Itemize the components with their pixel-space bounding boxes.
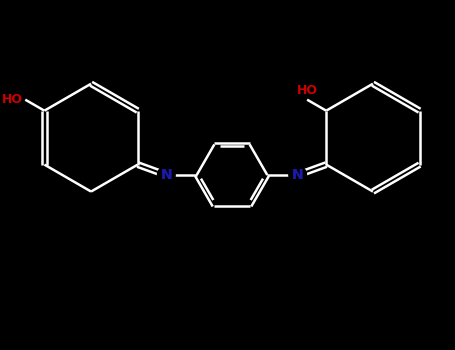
Text: N: N [161,168,172,182]
Text: HO: HO [2,93,23,106]
Text: HO: HO [297,84,318,97]
Circle shape [157,166,175,184]
Text: N: N [292,168,303,182]
Text: N: N [292,168,303,182]
Text: N: N [161,168,172,182]
Circle shape [289,166,307,184]
